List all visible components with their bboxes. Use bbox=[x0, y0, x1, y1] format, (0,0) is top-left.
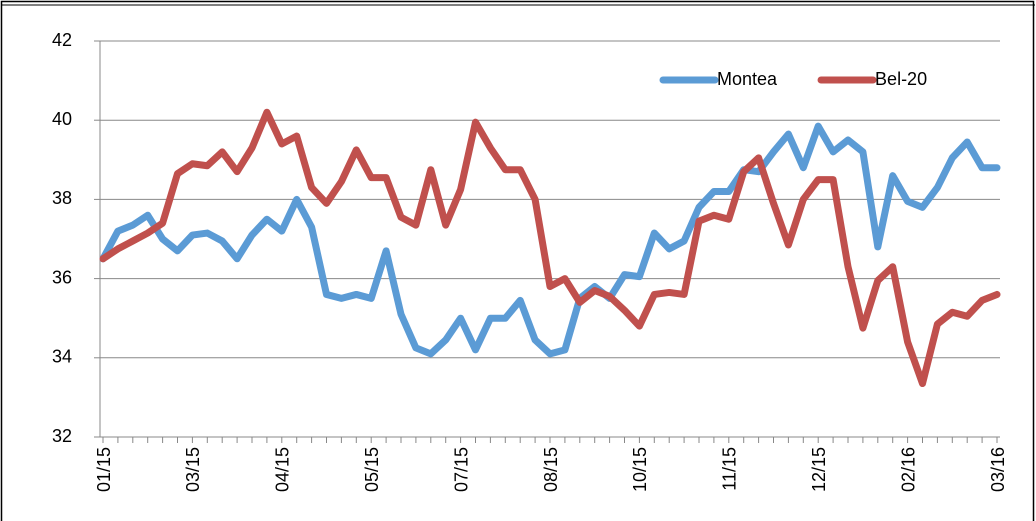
x-tick-label: 12/15 bbox=[809, 447, 829, 492]
legend-label: Montea bbox=[717, 69, 778, 89]
x-tick-label: 10/15 bbox=[630, 447, 650, 492]
series-line bbox=[99, 122, 1001, 358]
x-tick-label: 05/15 bbox=[362, 447, 382, 492]
y-tick-label: 36 bbox=[52, 267, 72, 287]
legend-label: Bel-20 bbox=[875, 69, 927, 89]
x-tick-label: 08/15 bbox=[541, 447, 561, 492]
y-tick-label: 42 bbox=[52, 30, 72, 50]
y-tick-label: 38 bbox=[52, 188, 72, 208]
x-tick-label: 03/15 bbox=[183, 447, 203, 492]
y-tick-label: 34 bbox=[52, 347, 72, 367]
x-tick-label: 07/15 bbox=[451, 447, 471, 492]
y-tick-label: 40 bbox=[52, 109, 72, 129]
x-tick-label: 04/15 bbox=[273, 447, 293, 492]
x-tick-label: 02/16 bbox=[898, 447, 918, 492]
x-tick-label: 01/15 bbox=[94, 447, 114, 492]
y-tick-label: 32 bbox=[52, 426, 72, 446]
x-tick-label: 03/16 bbox=[988, 447, 1008, 492]
series-line bbox=[99, 108, 1001, 388]
x-tick-label: 11/15 bbox=[720, 447, 740, 491]
